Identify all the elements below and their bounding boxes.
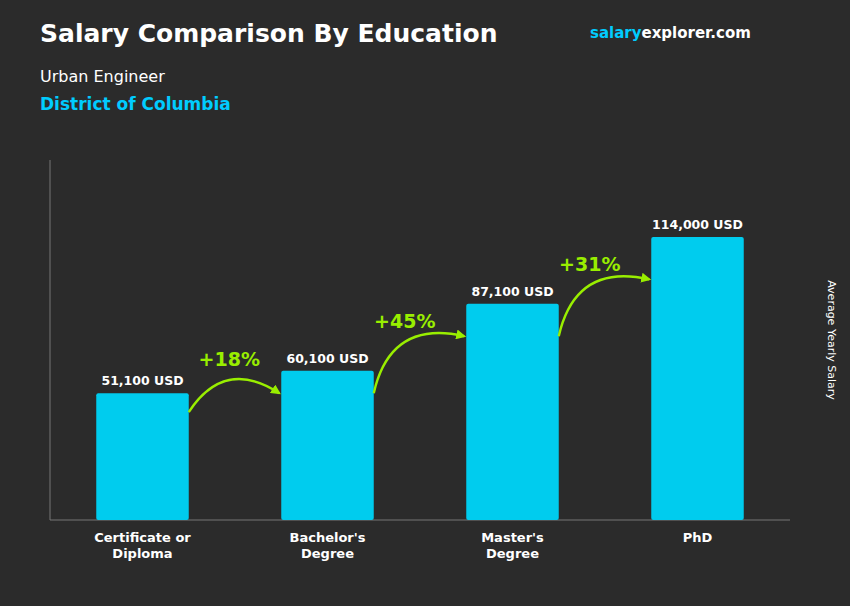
bars [96,237,744,520]
watermark: salaryexplorer.com [590,24,751,42]
bar [466,304,559,520]
data-label: 87,100 USD [471,284,553,299]
data-label: 51,100 USD [101,373,183,388]
subtitle: Urban Engineer [40,67,165,86]
x-tick-label: Master'sDegree [481,530,544,561]
bar [96,393,189,520]
x-tick-label: Certificate orDiploma [94,530,191,561]
growth-arrow [374,333,465,393]
growth-arrow [189,379,280,412]
bar [651,237,744,520]
x-tick-label: PhD [683,530,713,545]
watermark-part: explorer.com [642,24,751,42]
title: Salary Comparison By Education [40,19,497,48]
background [0,0,850,606]
x-tick-label: Bachelor'sDegree [290,530,366,561]
bar [281,371,374,520]
y-axis-label: Average Yearly Salary [825,280,838,400]
y-axis-line [50,160,51,520]
subtitle: District of Columbia [40,94,231,114]
annotation: +45% [374,310,435,332]
annotation: +31% [559,253,620,275]
growth-arrow [559,276,650,336]
watermark-part: salary [590,24,642,42]
data-label: 114,000 USD [652,217,743,232]
chart: Salary Comparison By Education Urban Engi… [0,0,850,606]
annotation: +18% [199,348,260,370]
data-label: 60,100 USD [286,351,368,366]
